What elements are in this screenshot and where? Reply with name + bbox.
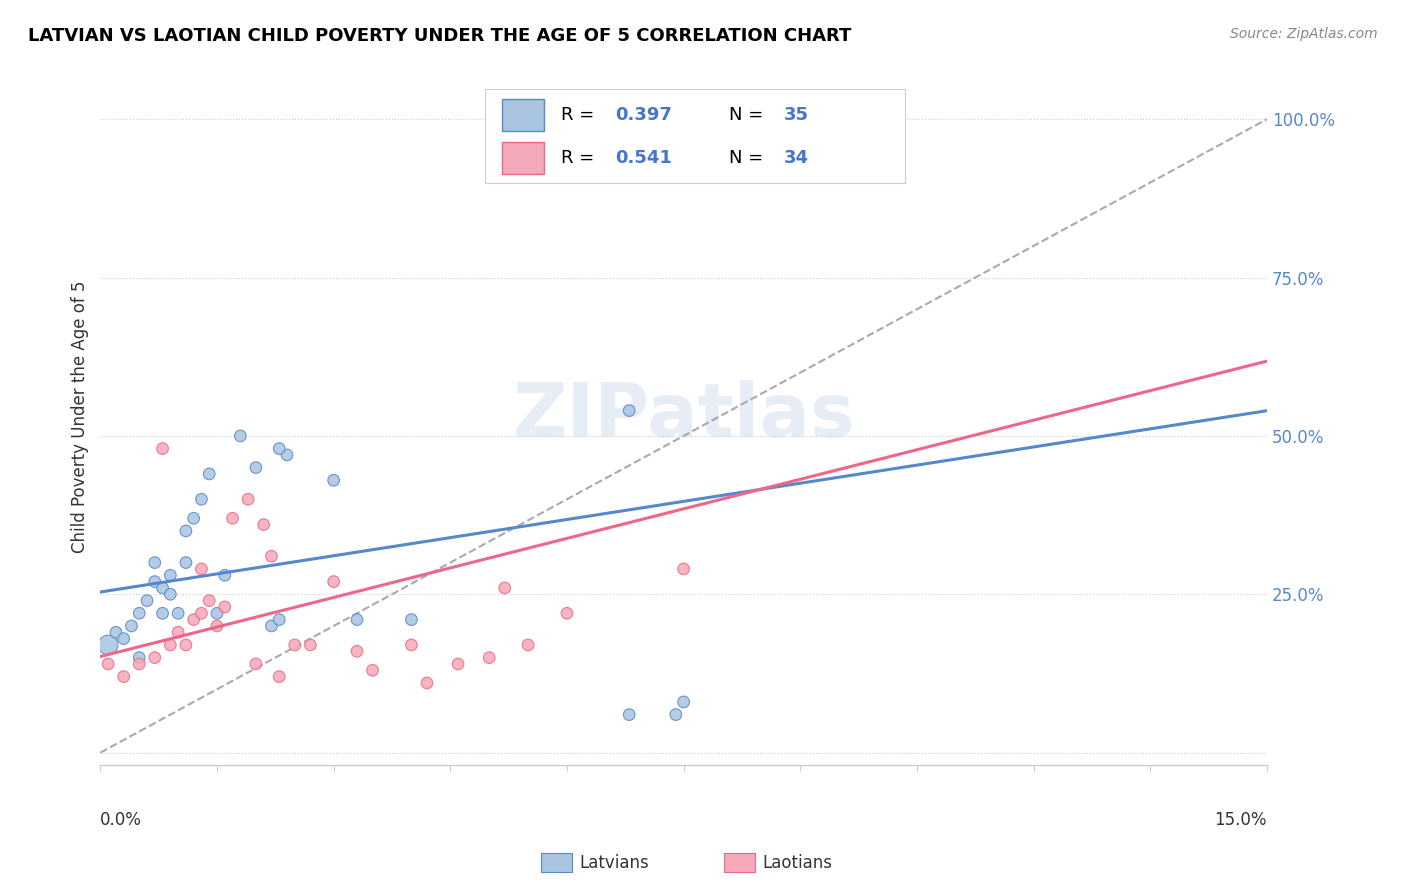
Point [198,467,221,481]
Point [128,650,150,665]
Point [152,607,174,621]
Text: 0.0%: 0.0% [100,811,142,829]
Point [183,511,205,525]
Text: ZIPatlas: ZIPatlas [512,380,855,453]
Point [245,657,267,671]
Point [128,657,150,671]
Point [136,593,159,607]
Point [143,556,166,570]
Point [260,549,283,564]
Point [214,568,236,582]
Point [198,593,221,607]
Point [284,638,307,652]
Point [104,625,127,640]
Point [167,607,190,621]
Point [167,625,190,640]
Point [269,442,291,456]
Point [174,524,197,538]
Point [159,587,181,601]
Text: Source: ZipAtlas.com: Source: ZipAtlas.com [1230,27,1378,41]
Point [672,562,695,576]
Point [416,676,439,690]
Point [112,632,135,646]
Point [159,568,181,582]
Point [401,638,423,652]
Point [97,657,120,671]
Point [361,663,384,677]
Point [269,670,291,684]
Point [346,644,368,658]
Point [299,638,322,652]
Point [174,638,197,652]
Y-axis label: Child Poverty Under the Age of 5: Child Poverty Under the Age of 5 [72,281,89,553]
Point [205,607,228,621]
Point [120,619,142,633]
Point [128,607,150,621]
Point [205,619,228,633]
Point [672,695,695,709]
Point [214,599,236,614]
Point [190,492,212,507]
Point [619,707,641,722]
Point [143,574,166,589]
Text: Laotians: Laotians [762,854,832,871]
Point [143,650,166,665]
Point [322,574,344,589]
Point [152,442,174,456]
Point [478,650,501,665]
Point [276,448,298,462]
Point [447,657,470,671]
Point [190,607,212,621]
Point [229,429,252,443]
Point [183,613,205,627]
Point [828,131,851,145]
Point [245,460,267,475]
Point [112,670,135,684]
Point [828,131,851,145]
Point [236,492,259,507]
Point [190,562,212,576]
Point [97,638,120,652]
Point [174,556,197,570]
Point [260,619,283,633]
Text: 15.0%: 15.0% [1215,811,1267,829]
Text: LATVIAN VS LAOTIAN CHILD POVERTY UNDER THE AGE OF 5 CORRELATION CHART: LATVIAN VS LAOTIAN CHILD POVERTY UNDER T… [28,27,852,45]
Point [152,581,174,595]
Point [665,707,688,722]
Point [494,581,516,595]
Text: Latvians: Latvians [579,854,650,871]
Point [346,613,368,627]
Point [322,473,344,487]
Point [401,613,423,627]
Point [269,613,291,627]
Point [619,403,641,417]
Point [253,517,276,532]
Point [517,638,540,652]
Point [159,638,181,652]
Point [555,607,578,621]
Point [221,511,243,525]
